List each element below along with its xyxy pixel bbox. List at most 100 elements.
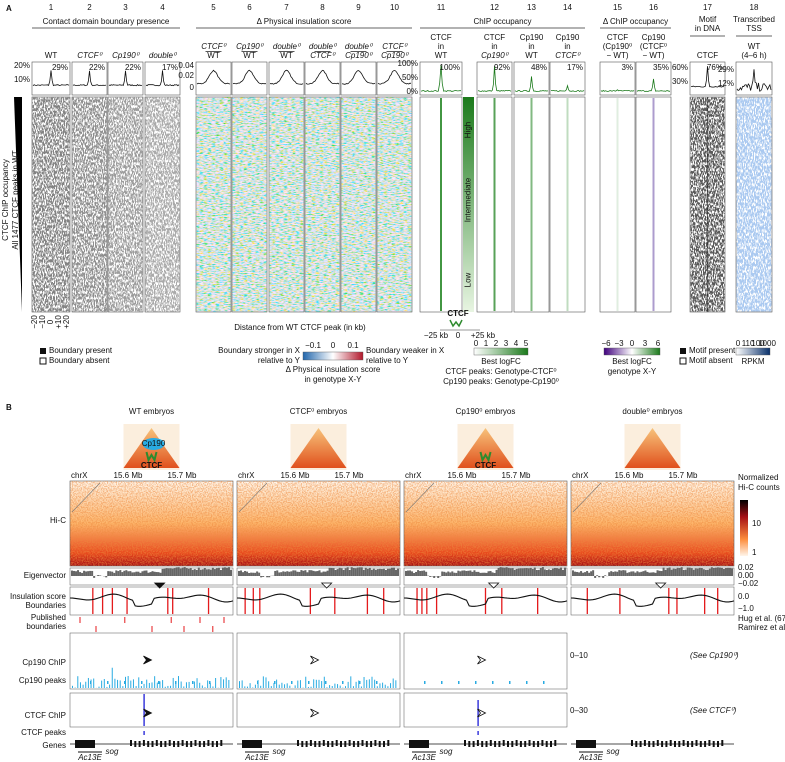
eigen-bar bbox=[437, 576, 440, 578]
eigen-bar bbox=[185, 568, 188, 576]
eigen-bar bbox=[332, 568, 335, 576]
cp190-signal bbox=[170, 685, 172, 688]
eigen-bar bbox=[203, 568, 206, 576]
cp190-signal bbox=[225, 677, 227, 688]
cp190-signal bbox=[220, 677, 222, 688]
cp190-blob bbox=[142, 438, 165, 450]
group-title: Δ Physical insulation score bbox=[257, 17, 352, 26]
eigen-bar bbox=[648, 572, 651, 576]
label: 2 bbox=[494, 339, 499, 348]
cp190-signal bbox=[331, 686, 333, 688]
eigen-bar bbox=[217, 567, 220, 576]
eigen-bar bbox=[250, 572, 253, 576]
schematic-label: CTCF bbox=[447, 309, 468, 318]
eigen-bar bbox=[316, 571, 319, 576]
eigen-bar bbox=[344, 568, 347, 576]
eigen-bar bbox=[457, 570, 460, 576]
cp190-signal bbox=[265, 677, 267, 688]
column-number: 11 bbox=[437, 3, 446, 12]
exon bbox=[494, 741, 497, 747]
cp190-signal bbox=[313, 679, 315, 688]
cp190-peak bbox=[209, 681, 211, 684]
exon bbox=[699, 741, 702, 747]
eigen-bar bbox=[549, 569, 552, 576]
track-box bbox=[69, 586, 234, 616]
arrowhead bbox=[477, 708, 487, 718]
eigen-bar bbox=[702, 569, 705, 576]
cp190-peak bbox=[158, 681, 160, 684]
eigen-bar bbox=[417, 570, 420, 576]
track-label: boundaries bbox=[26, 622, 66, 631]
exon bbox=[75, 740, 95, 748]
exon bbox=[220, 740, 223, 746]
chip-signal bbox=[530, 98, 533, 311]
label: sog bbox=[440, 747, 453, 756]
column-header: Cp190⁰ bbox=[345, 51, 374, 60]
eigen-bar bbox=[336, 569, 339, 576]
label: 1 bbox=[742, 339, 747, 348]
cp190-signal bbox=[366, 679, 368, 688]
label: 6 bbox=[656, 339, 661, 348]
eigen-bar bbox=[413, 572, 416, 576]
exon bbox=[181, 740, 184, 746]
cp190-signal bbox=[270, 686, 272, 688]
track-box bbox=[69, 692, 234, 728]
cp190-signal bbox=[151, 682, 153, 688]
cp190-signal bbox=[387, 686, 389, 688]
label: chrX bbox=[572, 471, 589, 480]
eigen-bar bbox=[531, 568, 534, 576]
eigen-bar bbox=[163, 568, 166, 576]
percent-label: 22% bbox=[89, 63, 105, 72]
eigen-bar bbox=[650, 572, 653, 576]
eigen-bar bbox=[240, 570, 243, 576]
exon bbox=[164, 741, 167, 747]
label: Boundary stronger in X bbox=[218, 346, 300, 355]
heatmap-diff bbox=[269, 97, 304, 312]
label: (See Cp190⁰) bbox=[690, 651, 739, 660]
column-header: double⁰ bbox=[149, 51, 178, 60]
cp190-signal bbox=[321, 681, 323, 688]
eigen-bar bbox=[175, 567, 178, 576]
eigen-bar bbox=[238, 570, 241, 576]
eigen-bar bbox=[143, 570, 146, 576]
cp190-signal bbox=[297, 680, 299, 688]
eigen-bar bbox=[213, 569, 216, 576]
label: Best logFC bbox=[481, 357, 521, 366]
label: CTCF bbox=[475, 461, 496, 470]
eigen-bar bbox=[189, 568, 192, 576]
exon bbox=[524, 741, 527, 747]
label: 15.7 Mb bbox=[168, 471, 197, 480]
column-header: Cp190⁰ bbox=[481, 51, 510, 60]
profile-tick: 0 bbox=[190, 83, 195, 92]
group-title: Transcribed bbox=[733, 15, 775, 24]
cp190-signal bbox=[98, 686, 100, 688]
exon bbox=[147, 741, 150, 747]
cp190-signal bbox=[318, 679, 320, 688]
eigen-bar bbox=[698, 567, 701, 576]
schematic-domain bbox=[457, 428, 514, 468]
chip-signal bbox=[440, 98, 442, 311]
eigen-bar bbox=[576, 571, 579, 576]
heatmap-diff bbox=[196, 97, 231, 312]
arrowhead bbox=[310, 708, 320, 718]
label: 0 bbox=[474, 339, 479, 348]
label: 0.02 bbox=[738, 563, 754, 572]
eigen-bar bbox=[308, 570, 311, 576]
cp190-signal bbox=[281, 682, 283, 688]
profile-tick: 0.02 bbox=[178, 71, 194, 80]
distance-tick: +20 bbox=[62, 315, 71, 329]
percent-label: 17% bbox=[567, 63, 583, 72]
track-label: CTCF peaks bbox=[21, 728, 66, 737]
cp190-signal bbox=[175, 683, 177, 688]
eigen-bar bbox=[724, 567, 727, 576]
eigen-bar bbox=[557, 568, 560, 576]
track-label: Cp190 ChIP bbox=[22, 658, 66, 667]
percent-label: 35% bbox=[653, 63, 669, 72]
eigen-bar bbox=[225, 567, 228, 576]
eigen-bar bbox=[471, 571, 474, 576]
eigen-bar bbox=[133, 572, 136, 576]
distance-tick: 0 bbox=[46, 319, 55, 324]
profile-box bbox=[144, 61, 181, 96]
eigen-bar bbox=[628, 572, 631, 576]
label: B bbox=[6, 403, 12, 412]
